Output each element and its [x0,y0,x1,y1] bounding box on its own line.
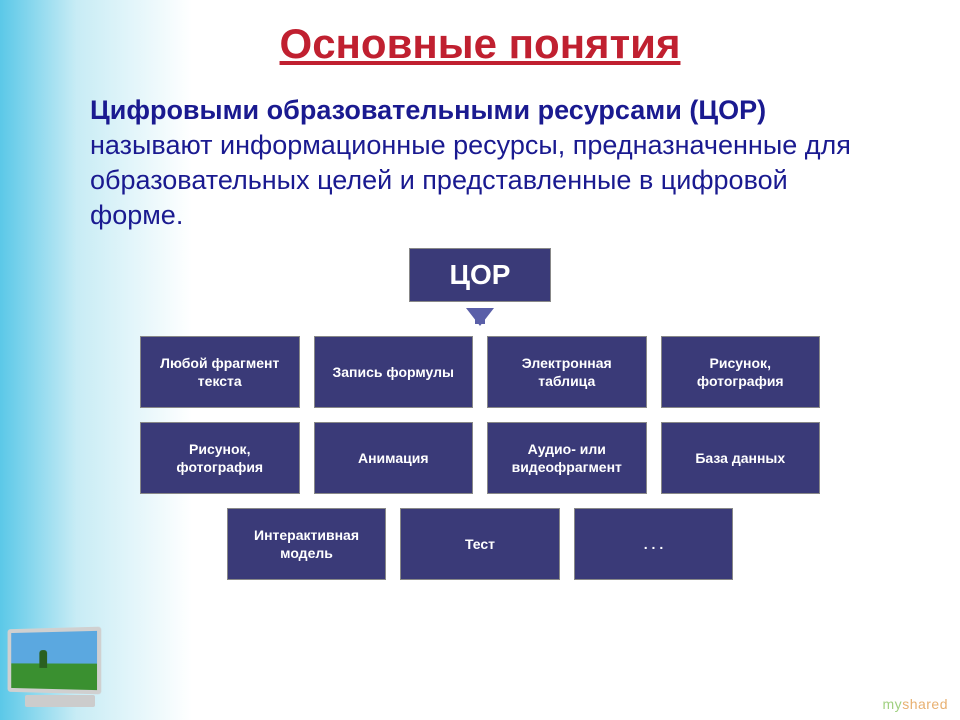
diagram-arrow [466,308,494,326]
description-bold: Цифровыми образовательными ресурсами (ЦО… [90,95,766,125]
diagram-root-box: ЦОР [409,248,552,302]
diagram-box: Рисунок, фотография [140,422,300,494]
diagram-box: Рисунок, фотография [661,336,821,408]
description-paragraph: Цифровыми образовательными ресурсами (ЦО… [0,68,960,248]
diagram-row-1: Любой фрагмент текста Запись формулы Эле… [140,336,820,408]
watermark: myshared [883,696,948,712]
monitor-screen-icon [8,627,102,695]
diagram-container: ЦОР Любой фрагмент текста Запись формулы… [0,248,960,580]
description-normal: называют информационные ресурсы, предназ… [90,130,851,230]
watermark-part1: my [883,696,903,712]
diagram-box: Аудио- или видеофрагмент [487,422,647,494]
watermark-part2: shared [902,696,948,712]
diagram-box: . . . [574,508,734,580]
diagram-row-3: Интерактивная модель Тест . . . [140,508,820,580]
diagram-box: Анимация [314,422,474,494]
diagram-box: Интерактивная модель [227,508,387,580]
diagram-box: Любой фрагмент текста [140,336,300,408]
monitor-decoration [5,628,115,718]
diagram-box: База данных [661,422,821,494]
diagram-box: Электронная таблица [487,336,647,408]
diagram-box: Тест [400,508,560,580]
diagram-row-2: Рисунок, фотография Анимация Аудио- или … [140,422,820,494]
monitor-stand-icon [25,695,95,707]
diagram-box: Запись формулы [314,336,474,408]
page-title: Основные понятия [0,0,960,68]
